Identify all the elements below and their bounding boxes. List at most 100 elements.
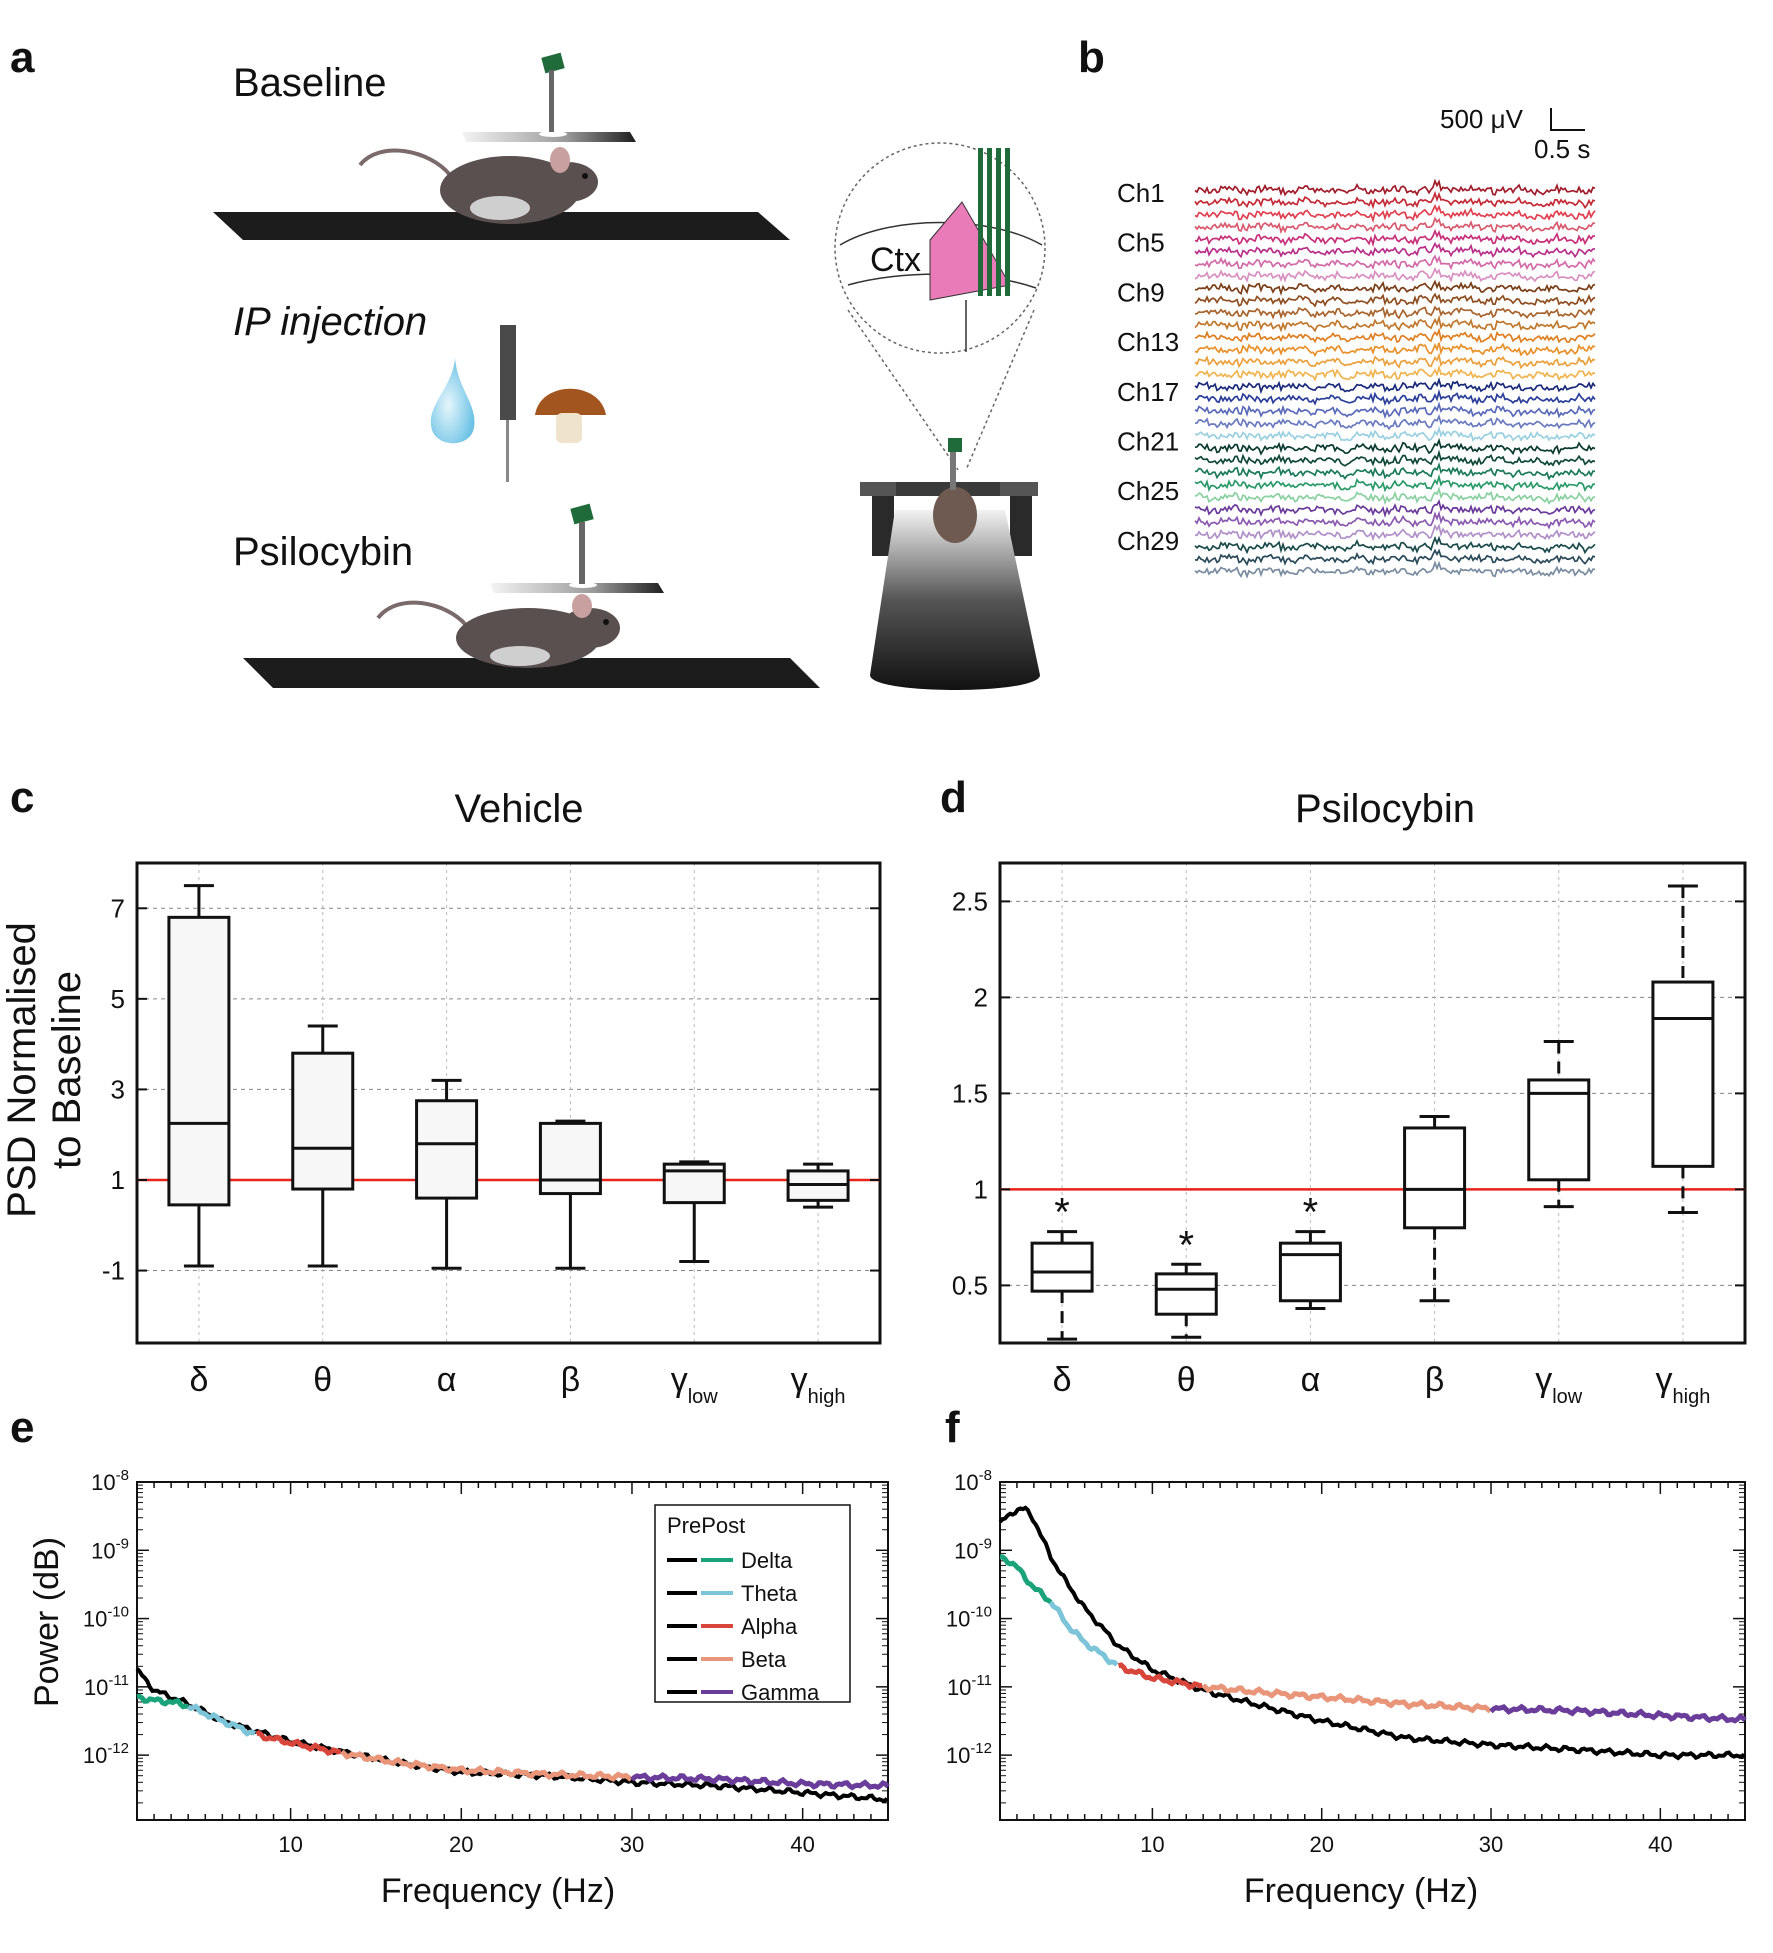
chart-d-title: Psilocybin	[1295, 787, 1475, 831]
baseline-label: Baseline	[233, 61, 386, 105]
panel-label-d: d	[940, 773, 967, 822]
ytick-label: 10-8	[954, 1467, 992, 1495]
psilocybin-label: Psilocybin	[233, 530, 413, 574]
box-iqr	[538, 1121, 602, 1196]
significance-star: *	[1054, 1191, 1070, 1235]
chart-c-ylabel-line2: to Baseline	[45, 971, 89, 1169]
head-plate-bottom	[490, 583, 664, 593]
lfp-trace	[1194, 523, 1596, 542]
syringe-needle-icon	[506, 420, 509, 482]
panel-label-e: e	[10, 1403, 34, 1452]
panel-label-f: f	[945, 1403, 960, 1452]
channel-label: Ch25	[1117, 476, 1179, 506]
panel-b-traces: 500 μV 0.5 s Ch1 Ch5 Ch9 Ch13 Ch17 Ch21 Ch25 Ch…	[1117, 104, 1596, 579]
legend-box	[654, 1504, 851, 1703]
probe-shank-top	[549, 70, 554, 132]
ytick-label: 10-11	[84, 1672, 129, 1700]
channel-label: Ch13	[1117, 327, 1179, 357]
lfp-trace	[1194, 499, 1596, 519]
lfp-trace	[1194, 178, 1596, 197]
lfp-trace	[1194, 413, 1596, 431]
box-iqr	[1527, 1078, 1591, 1182]
lfp-trace	[1194, 462, 1596, 481]
xtick-label: 40	[1648, 1832, 1672, 1857]
xtick-label: 10	[1140, 1832, 1164, 1857]
xtick-label: δ	[1053, 1361, 1072, 1399]
xtick-label: 40	[790, 1832, 814, 1857]
panel-f-spectrum: Frequency (Hz) 10 20 30 40 10-8 10-9 10-10 10-1…	[946, 1467, 1747, 1910]
ytick-label: 10-8	[91, 1467, 129, 1495]
lfp-trace	[1194, 535, 1596, 555]
legend-label: Theta	[741, 1581, 798, 1606]
ytick-label: 1	[974, 1174, 988, 1204]
lfp-trace	[1194, 401, 1596, 420]
ytick-label: 10-11	[947, 1672, 992, 1700]
scale-time-label: 0.5 s	[1534, 134, 1590, 164]
ytick-label: 0.5	[952, 1270, 988, 1300]
lfp-trace	[1195, 279, 1596, 297]
xtick-label: θ	[313, 1361, 332, 1399]
lfp-trace	[1194, 364, 1596, 382]
xtick-label: β	[1425, 1361, 1445, 1399]
lfp-trace	[1194, 425, 1596, 443]
significance-star: *	[1178, 1223, 1194, 1267]
box-iqr	[1154, 1272, 1218, 1316]
ytick-label: 10-9	[91, 1535, 129, 1563]
box-iqr	[1651, 980, 1715, 1168]
panel-label-c: c	[10, 773, 34, 822]
panel-e-spectrum: Power (dB) Frequency (Hz) 10 20 30 40 10-8 10…	[28, 1467, 890, 1910]
chart-e-ylabel: Power (dB)	[28, 1537, 66, 1707]
chart-f-xlabel: Frequency (Hz)	[1244, 1872, 1478, 1910]
post-psd-gamma	[1489, 1703, 1747, 1724]
treadmill-top	[213, 212, 790, 240]
legend-label: Beta	[741, 1647, 787, 1672]
xtick-label: δ	[189, 1361, 208, 1399]
xtick-label: γhigh	[1656, 1361, 1711, 1408]
chart-c-title: Vehicle	[455, 787, 584, 831]
post-psd-delta	[999, 1554, 1053, 1605]
plate-hole-top	[539, 131, 567, 137]
channel-label: Ch29	[1117, 526, 1179, 556]
ytick-label: 10-10	[83, 1604, 129, 1632]
post-psd-delta	[136, 1693, 189, 1710]
ytick-label: 10-10	[946, 1604, 992, 1632]
lfp-trace	[1194, 437, 1596, 456]
plot-frame	[135, 861, 882, 1345]
scale-voltage-label: 500 μV	[1440, 104, 1524, 134]
ytick-label: 2	[974, 982, 988, 1012]
legend-label: Alpha	[741, 1614, 798, 1639]
post-psd-beta	[340, 1749, 633, 1782]
lfp-trace	[1194, 292, 1596, 308]
plot-frame	[998, 861, 1747, 1345]
lfp-trace	[1194, 449, 1596, 468]
xtick-label: γlow	[1535, 1361, 1583, 1408]
lfp-trace	[1194, 190, 1596, 210]
lfp-trace	[1194, 486, 1596, 506]
box-iqr	[415, 1099, 479, 1200]
pre-psd-line	[998, 1505, 1746, 1761]
post-psd-gamma	[630, 1771, 890, 1791]
post-psd-beta	[1201, 1683, 1492, 1714]
lfp-trace	[1194, 377, 1596, 395]
post-psd-alpha	[1117, 1662, 1203, 1691]
legend-label: Delta	[741, 1548, 793, 1573]
lfp-trace	[1194, 352, 1596, 370]
plate-hole-bottom	[569, 582, 597, 588]
xtick-label: β	[561, 1361, 581, 1399]
ytick-label: 2.5	[952, 886, 988, 916]
panel-a-schematic: Baseline IP injection Psilocybin	[213, 52, 1046, 690]
ytick-label: 1	[111, 1165, 125, 1195]
chart-c-ylabel-line1: PSD Normalised	[0, 922, 44, 1218]
xtick-label: 20	[449, 1832, 473, 1857]
channel-label: Ch17	[1117, 377, 1179, 407]
lfp-trace	[1194, 254, 1596, 271]
plot-frame	[999, 1481, 1746, 1821]
xtick-label: α	[1301, 1361, 1321, 1399]
syringe-icon	[500, 325, 516, 420]
lfp-trace	[1194, 388, 1596, 407]
xtick-label: 30	[620, 1832, 644, 1857]
mouse-icon-top	[358, 147, 598, 224]
lfp-trace	[1194, 241, 1596, 259]
legend-label: Gamma	[741, 1680, 820, 1705]
